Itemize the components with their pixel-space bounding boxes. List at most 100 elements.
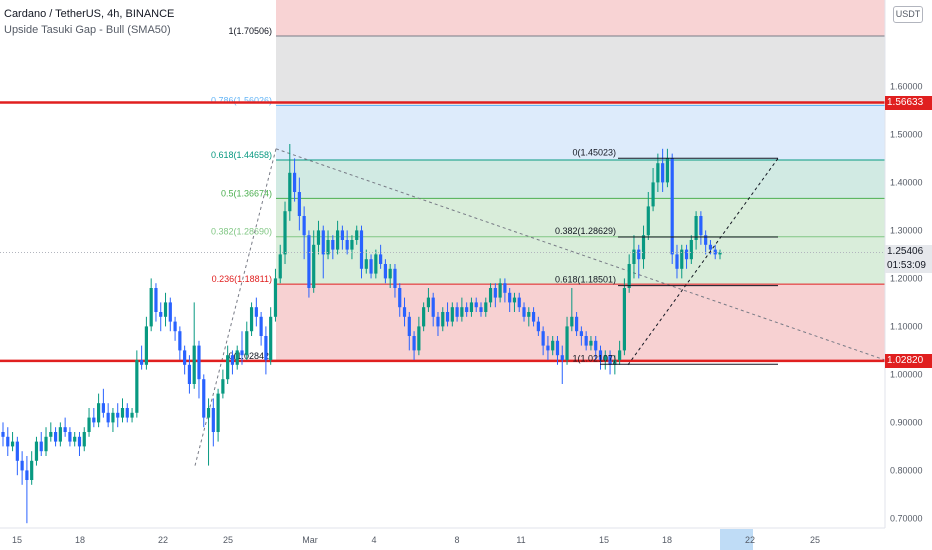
candle-body xyxy=(92,417,96,423)
candle-body xyxy=(340,230,344,240)
candle-body xyxy=(350,240,354,250)
price-tick-label: 1.00000 xyxy=(890,369,923,379)
candle-body xyxy=(651,182,655,207)
candle-body xyxy=(44,436,48,452)
candle-body xyxy=(551,340,555,351)
candle-body xyxy=(312,244,316,288)
time-tick-label: 18 xyxy=(75,535,85,545)
candle-body xyxy=(713,249,717,255)
candle-body xyxy=(140,360,144,365)
candle-body xyxy=(68,432,72,442)
price-tick-label: 1.60000 xyxy=(890,81,923,91)
candle-body xyxy=(183,350,187,365)
time-tick-label: 8 xyxy=(454,535,459,545)
candle-body xyxy=(120,408,125,418)
candle-body xyxy=(364,259,368,269)
candle-body xyxy=(708,244,713,250)
fib-level-label: 0(1.02842) xyxy=(228,351,272,361)
time-tick-label: 15 xyxy=(599,535,609,545)
candle-body xyxy=(522,307,526,317)
candle-body xyxy=(488,288,493,303)
candle-body xyxy=(618,350,622,360)
candle-body xyxy=(622,288,626,351)
candle-body xyxy=(302,216,306,236)
candle-body xyxy=(273,278,278,317)
candle-body xyxy=(316,230,321,245)
candle-body xyxy=(598,350,603,360)
candle-body xyxy=(684,249,689,260)
candle-body xyxy=(531,312,536,322)
fib-zone xyxy=(276,160,885,199)
candle-body xyxy=(221,379,225,394)
candle-body xyxy=(570,316,574,327)
candle-body xyxy=(297,192,301,216)
candle-body xyxy=(398,288,402,308)
candle-body xyxy=(168,302,172,322)
candle-body xyxy=(484,302,488,312)
candle-body xyxy=(579,331,583,336)
candle-body xyxy=(637,249,641,260)
candle-body xyxy=(211,408,215,432)
candle-body xyxy=(517,297,521,308)
time-highlight xyxy=(720,529,753,550)
candle-body xyxy=(149,288,153,327)
candle-body xyxy=(627,264,631,288)
candle-body xyxy=(49,432,53,437)
fib2-level-label: 0(1.45023) xyxy=(572,147,616,157)
candle-body xyxy=(546,345,550,351)
candle-body xyxy=(307,235,311,288)
price-tick-label: 0.90000 xyxy=(890,417,923,427)
candle-body xyxy=(613,360,617,365)
candle-body xyxy=(575,316,579,332)
candle-body xyxy=(159,312,163,317)
candle-body xyxy=(34,441,39,461)
candle-body xyxy=(245,331,249,356)
indicator-label[interactable]: Upside Tasuki Gap - Bull (SMA50) xyxy=(4,24,171,36)
candle-body xyxy=(173,321,177,332)
candle-body xyxy=(187,364,192,384)
fib-zone-top xyxy=(276,0,885,36)
candle-body xyxy=(359,230,364,269)
candle-body xyxy=(680,249,684,269)
fib2-level-label: 1(1.02107) xyxy=(572,353,616,363)
candle-body xyxy=(479,307,483,312)
candle-body xyxy=(259,316,263,336)
candle-body xyxy=(178,331,182,351)
fib-level-label: 0.5(1.36674) xyxy=(221,188,272,198)
candle-body xyxy=(383,264,387,279)
candle-body xyxy=(555,340,560,356)
candle-body xyxy=(527,312,531,317)
candle-body xyxy=(498,283,502,298)
candle-body xyxy=(249,307,254,332)
candle-body xyxy=(608,355,612,365)
currency-button[interactable]: USDT xyxy=(893,6,923,23)
time-tick-label: 22 xyxy=(745,535,755,545)
candle-body xyxy=(15,441,19,461)
bar-countdown-tag: 01:53:09 xyxy=(885,259,932,274)
candle-body xyxy=(699,216,703,236)
candle-body xyxy=(465,307,469,312)
candle-body xyxy=(154,288,158,312)
candle-body xyxy=(393,268,397,288)
candle-body xyxy=(20,460,24,471)
candle-body xyxy=(369,259,373,274)
candle-body xyxy=(278,254,282,279)
candle-body xyxy=(422,307,426,327)
candle-body xyxy=(111,412,115,423)
candle-body xyxy=(661,163,665,183)
fib-zone xyxy=(276,198,885,237)
candle-body xyxy=(379,254,383,264)
candle-body xyxy=(665,158,670,183)
candle-body xyxy=(469,302,474,312)
candle-body xyxy=(97,403,101,423)
candle-body xyxy=(202,379,206,418)
candle-body xyxy=(594,340,598,351)
candle-body xyxy=(536,321,540,332)
fib2-trend-line xyxy=(627,158,779,366)
candle-body xyxy=(235,350,239,365)
candle-body xyxy=(73,436,77,442)
price-tick-label: 0.70000 xyxy=(890,513,923,523)
candle-body xyxy=(39,441,43,452)
candle-body xyxy=(412,336,416,351)
